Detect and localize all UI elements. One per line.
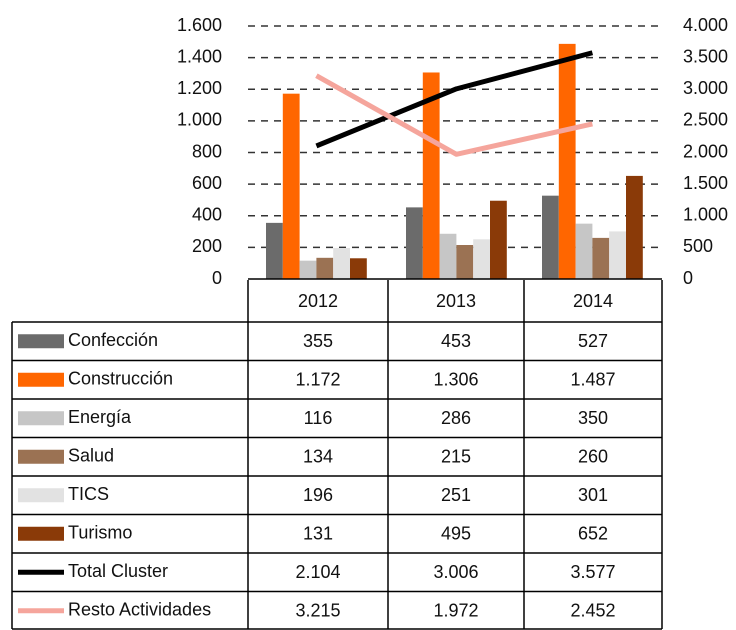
line-series xyxy=(315,50,594,149)
bar xyxy=(406,207,423,279)
y-tick-label: 0 xyxy=(212,268,222,288)
table-cell: 495 xyxy=(441,524,471,544)
table-cell: 652 xyxy=(578,524,608,544)
y2-tick-label: 500 xyxy=(683,236,713,256)
table-cell: 3.577 xyxy=(570,562,615,582)
y2-tick-label: 4.000 xyxy=(683,15,728,35)
bar xyxy=(299,260,317,279)
bar xyxy=(422,72,440,280)
legend-label: Turismo xyxy=(68,523,132,543)
legend-label: Total Cluster xyxy=(68,561,168,581)
legend-swatch xyxy=(18,449,64,464)
legend-swatch xyxy=(18,334,64,349)
bar xyxy=(333,248,350,279)
table-cell: 134 xyxy=(303,447,333,467)
bar xyxy=(350,258,367,279)
table-cell: 1.487 xyxy=(570,370,615,390)
table-cell: 196 xyxy=(303,485,333,505)
y2-tick-label: 2.000 xyxy=(683,141,728,161)
y-tick-label: 1.000 xyxy=(177,110,222,130)
y2-tick-label: 3.500 xyxy=(683,46,728,66)
table-cell: 3.215 xyxy=(295,601,340,621)
line-series xyxy=(315,73,593,157)
table-cell: 286 xyxy=(441,408,471,428)
bar xyxy=(626,175,643,279)
legend-label: Confección xyxy=(68,330,158,350)
y-tick-label: 1.600 xyxy=(177,15,222,35)
legend-label: Construcción xyxy=(68,369,173,389)
legend-swatch xyxy=(18,372,64,387)
y-tick-label: 200 xyxy=(192,236,222,256)
y2-tick-label: 3.000 xyxy=(683,78,728,98)
legend-swatch xyxy=(18,411,64,426)
table-cell: 215 xyxy=(441,447,471,467)
table-cell: 1.172 xyxy=(295,370,340,390)
bar xyxy=(473,239,490,279)
bar xyxy=(266,222,283,279)
bar xyxy=(575,223,593,279)
legend-label: Resto Actividades xyxy=(68,600,211,620)
legend-label: TICS xyxy=(68,484,109,504)
y2-tick-label: 1.500 xyxy=(683,173,728,193)
legend-label: Energía xyxy=(68,407,132,427)
table-cell: 251 xyxy=(441,485,471,505)
legend-swatch xyxy=(18,488,64,503)
table-cell: 1.306 xyxy=(433,370,478,390)
bar xyxy=(439,233,457,279)
y-tick-label: 800 xyxy=(192,141,222,161)
bar xyxy=(490,200,507,279)
table-cell: 2.104 xyxy=(295,562,340,582)
table-cell: 116 xyxy=(304,408,333,428)
table-cell: 3.006 xyxy=(433,562,478,582)
legend-swatch xyxy=(18,526,64,541)
table-cell: 2.452 xyxy=(570,601,615,621)
y-tick-label: 1.200 xyxy=(177,78,222,98)
bar xyxy=(558,43,576,279)
x-tick-label: 2013 xyxy=(436,291,476,311)
table-cell: 131 xyxy=(303,524,333,544)
y2-tick-label: 1.000 xyxy=(683,205,728,225)
table-cell: 260 xyxy=(578,447,608,467)
bar xyxy=(592,237,610,279)
table-cell: 350 xyxy=(578,408,608,428)
x-tick-label: 2014 xyxy=(573,291,613,311)
bar xyxy=(456,245,474,279)
y-tick-label: 1.400 xyxy=(177,46,222,66)
table-cell: 301 xyxy=(578,485,608,505)
table-cell: 1.972 xyxy=(433,601,478,621)
y2-tick-label: 0 xyxy=(683,268,693,288)
bar xyxy=(316,257,334,279)
table-cell: 527 xyxy=(578,331,608,351)
y-tick-label: 600 xyxy=(192,173,222,193)
bar xyxy=(282,93,300,280)
table-cell: 453 xyxy=(441,331,471,351)
bar xyxy=(542,195,559,279)
x-tick-label: 2012 xyxy=(298,291,338,311)
y-tick-label: 400 xyxy=(192,205,222,225)
bar xyxy=(609,231,626,279)
table-cell: 355 xyxy=(303,331,333,351)
y2-tick-label: 2.500 xyxy=(683,110,728,130)
legend-label: Salud xyxy=(68,446,114,466)
